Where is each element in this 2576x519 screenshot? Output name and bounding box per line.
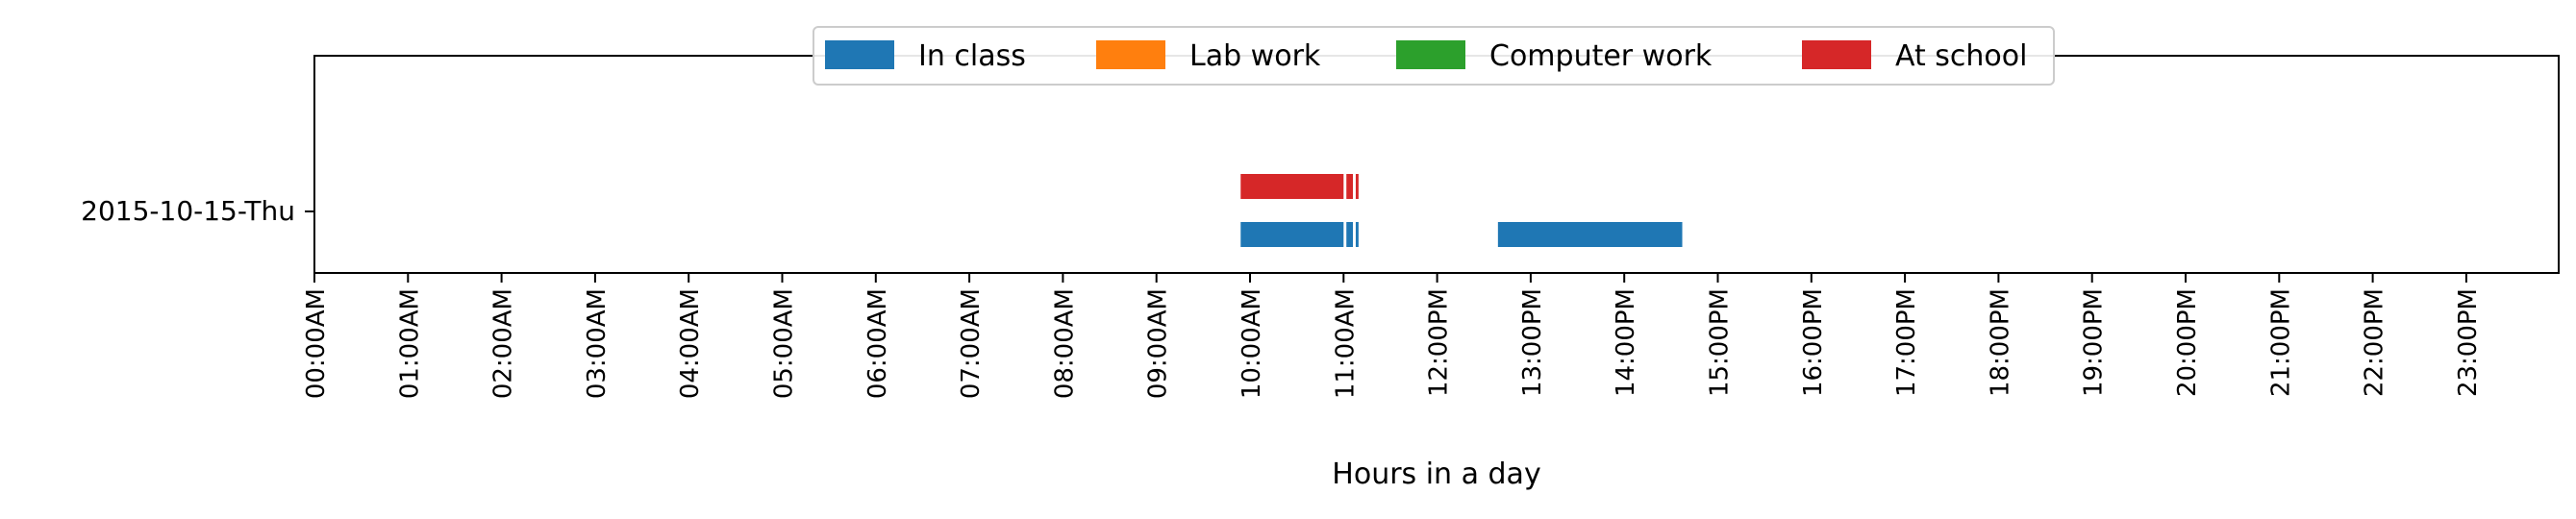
bar-in-class xyxy=(1497,222,1683,247)
x-tick-label: 09:00AM xyxy=(1144,288,1173,399)
x-tick-label: 02:00AM xyxy=(489,288,518,399)
bar-at-school xyxy=(1346,174,1354,199)
x-tick-label: 08:00AM xyxy=(1050,288,1079,399)
x-tick-label: 20:00PM xyxy=(2173,288,2202,397)
x-tick-label: 11:00AM xyxy=(1331,288,1360,399)
legend-swatch xyxy=(1096,40,1165,69)
legend-label: In class xyxy=(918,39,1026,73)
legend: In class Lab work Computer work At school xyxy=(813,26,2055,86)
x-tick-label: 04:00AM xyxy=(676,288,705,399)
y-tick-label: 2015-10-15-Thu xyxy=(81,195,295,227)
x-tick-label: 23:00PM xyxy=(2454,288,2483,397)
x-tick-label: 14:00PM xyxy=(1612,288,1640,397)
x-tick-label: 18:00PM xyxy=(1986,288,2014,397)
bar-at-school xyxy=(1240,174,1344,199)
x-axis-title: Hours in a day xyxy=(1332,457,1540,491)
x-tick-label: 00:00AM xyxy=(302,288,331,399)
x-tick-label: 12:00PM xyxy=(1425,288,1454,397)
x-tick-label: 07:00AM xyxy=(957,288,986,399)
x-tick-label: 17:00PM xyxy=(1892,288,1921,397)
x-axis: 00:00AM 01:00AM 02:00AM 03:00AM 04:00AM 05:00… xyxy=(302,273,2483,399)
y-axis: 2015-10-15-Thu xyxy=(81,195,314,227)
legend-swatch xyxy=(1396,40,1465,69)
bar-in-class xyxy=(1240,222,1344,247)
legend-label: Lab work xyxy=(1189,39,1321,73)
x-tick-label: 13:00PM xyxy=(1518,288,1547,397)
bars-group xyxy=(1240,174,1683,247)
x-tick-label: 01:00AM xyxy=(395,288,424,399)
legend-swatch xyxy=(825,40,894,69)
x-tick-label: 03:00AM xyxy=(583,288,612,399)
x-tick-label: 06:00AM xyxy=(863,288,892,399)
legend-label: At school xyxy=(1895,39,2027,73)
legend-swatch xyxy=(1802,40,1871,69)
plot-area xyxy=(313,55,2560,274)
bar-in-class xyxy=(1355,222,1359,247)
x-tick-label: 21:00PM xyxy=(2266,288,2295,397)
x-tick-label: 15:00PM xyxy=(1706,288,1735,397)
x-tick-label: 05:00AM xyxy=(770,288,799,399)
x-tick-label: 10:00AM xyxy=(1238,288,1266,399)
bar-at-school xyxy=(1355,174,1359,199)
legend-label: Computer work xyxy=(1489,39,1713,73)
x-tick-label: 16:00PM xyxy=(1799,288,1828,397)
bar-in-class xyxy=(1346,222,1354,247)
x-tick-label: 22:00PM xyxy=(2361,288,2389,397)
x-tick-label: 19:00PM xyxy=(2080,288,2109,397)
